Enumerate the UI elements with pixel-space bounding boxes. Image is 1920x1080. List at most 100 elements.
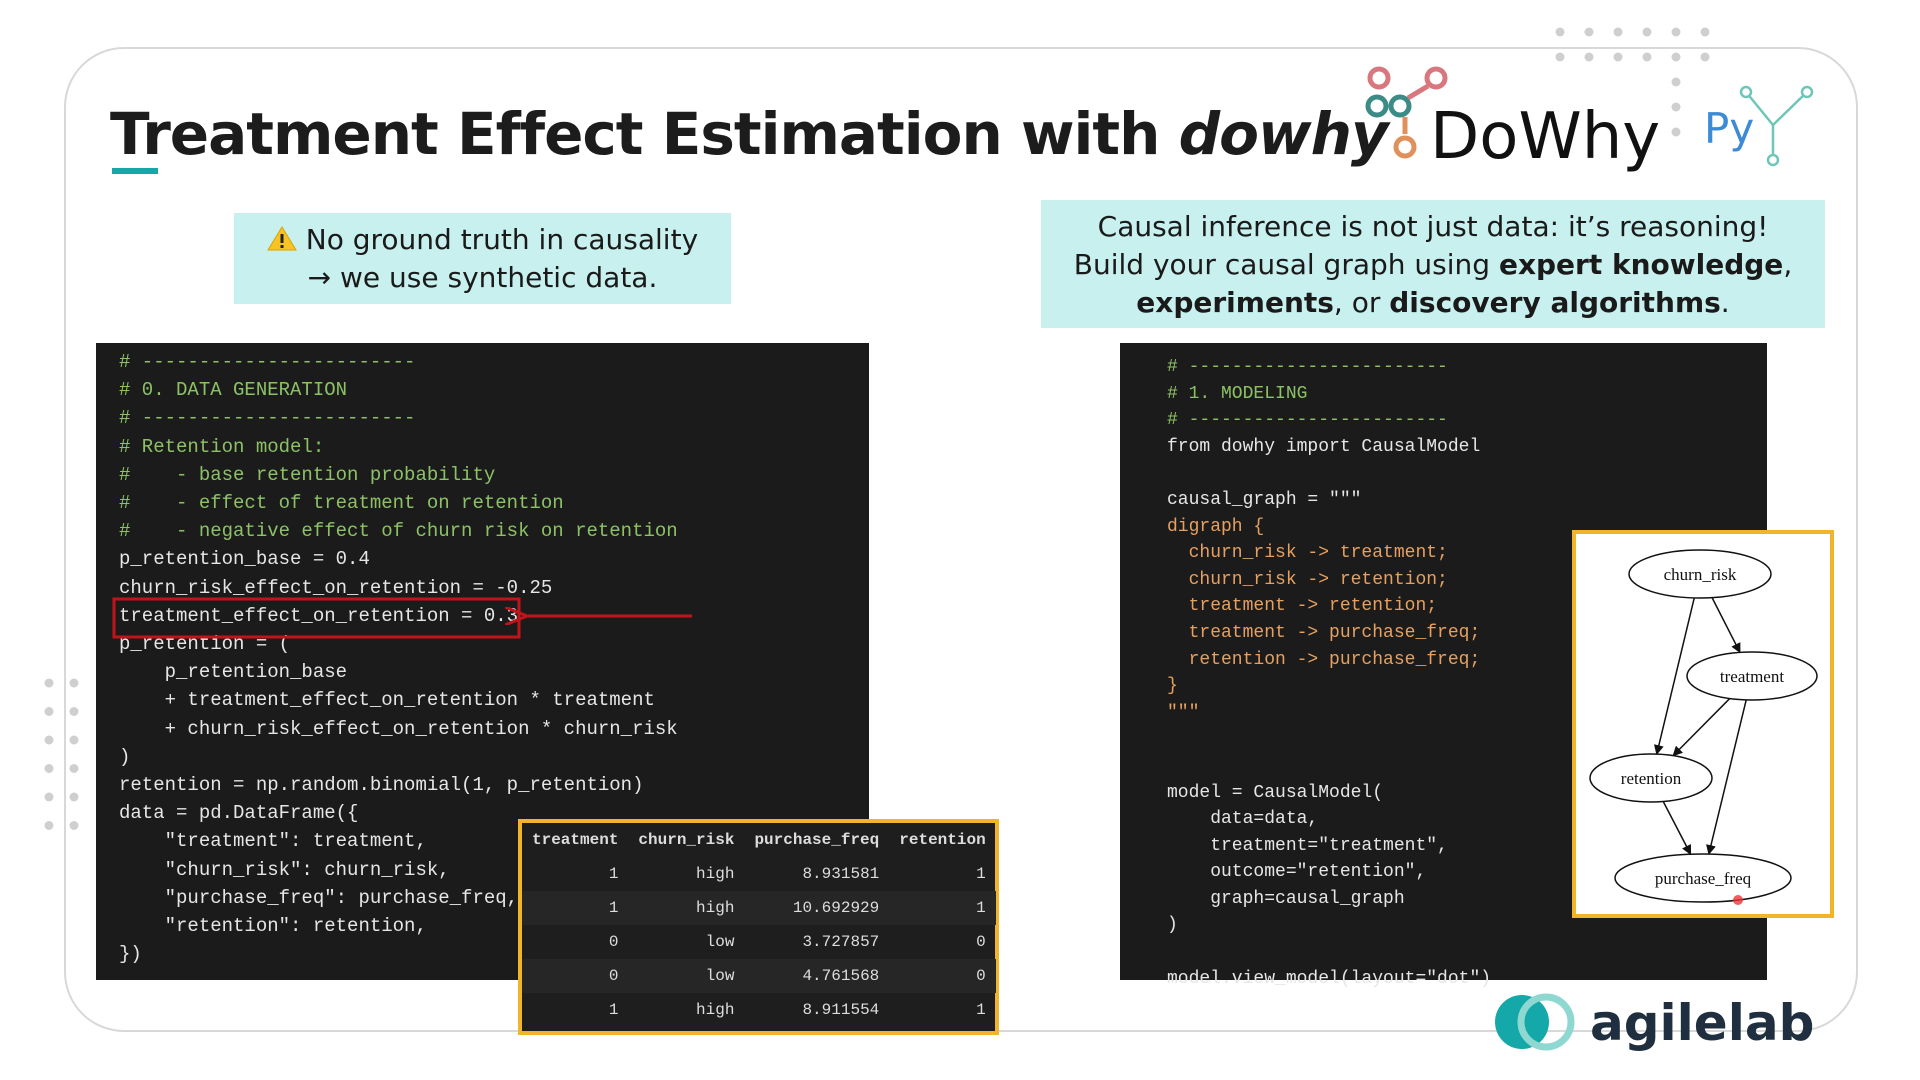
code-line: # - effect of treatment on retention: [119, 492, 564, 515]
code-line: # Retention model:: [119, 435, 325, 458]
table-cell: 1: [976, 865, 986, 883]
code-line: }): [119, 943, 142, 966]
note-text: Build your causal graph using: [1073, 248, 1499, 281]
note-text: , or: [1333, 286, 1390, 319]
code-line: """: [1167, 702, 1200, 723]
table-cell: 10.692929: [744, 891, 890, 925]
table-row: 0 low 3.727857 0: [522, 925, 996, 959]
table-cell: 8.911554: [802, 1001, 880, 1019]
code-line: churn_risk -> retention;: [1167, 569, 1448, 590]
code-line: "retention": retention,: [119, 915, 427, 938]
code-line: treatment="treatment",: [1167, 835, 1448, 856]
table-cell: 0: [976, 933, 986, 951]
code-line: }: [1167, 676, 1178, 697]
code-line: p_retention_base = 0.4: [119, 548, 370, 571]
dot: [1555, 27, 1565, 37]
code-line: causal_graph = """: [1167, 489, 1362, 510]
code-line: data = pd.DataFrame({: [119, 802, 359, 825]
title-emphasis: dowhy: [1178, 100, 1389, 168]
dot: [1642, 27, 1652, 37]
column-header: churn_risk: [638, 831, 735, 849]
graph-box: [1572, 530, 1834, 918]
table-cell: 8.931581: [802, 865, 880, 883]
code-line: outcome="retention",: [1167, 862, 1427, 883]
code-line: model = CausalModel(: [1167, 782, 1384, 803]
table-row: 0 low 4.761568 0: [522, 959, 996, 993]
column-header: treatment: [532, 831, 619, 849]
code-line: "churn_risk": churn_risk,: [119, 858, 450, 881]
note-right: Causal inference is not just data: it’s …: [1041, 200, 1825, 328]
table-row: 1 high 8.931581 1: [522, 857, 996, 891]
table-row: 1 high 10.692929 1: [522, 891, 996, 925]
table-cell: 1: [608, 865, 619, 883]
dot: [1613, 27, 1623, 37]
code-line: data=data,: [1167, 809, 1319, 830]
code-line: churn_risk_effect_on_retention = -0.25: [119, 576, 553, 599]
title: Treatment Effect Estimation with dowhy: [110, 100, 1389, 168]
dot: [44, 735, 54, 745]
column-header: purchase_freq: [754, 831, 880, 849]
note-bold: discovery algorithms: [1389, 286, 1721, 319]
table-cell: 0: [522, 959, 629, 993]
code-line: churn_risk -> treatment;: [1167, 543, 1448, 564]
note-bold: expert knowledge: [1498, 248, 1784, 281]
code-line: p_retention_base: [119, 661, 348, 684]
code-line: # 0. DATA GENERATION: [119, 379, 348, 402]
code-line: "treatment": treatment,: [119, 830, 427, 853]
code-line: # ------------------------: [1167, 357, 1448, 377]
table-cell: high: [696, 865, 735, 883]
code-line: [1167, 939, 1767, 966]
dot: [44, 821, 54, 830]
code-line: + churn_risk_effect_on_retention * churn…: [119, 717, 678, 740]
code-line: p_retention = (: [119, 633, 291, 656]
dot: [44, 792, 54, 802]
title-text: Treatment Effect Estimation with: [110, 100, 1179, 168]
code-line: graph=causal_graph: [1167, 888, 1405, 909]
code-line: + treatment_effect_on_retention * treatm…: [119, 689, 655, 712]
table-cell: low: [628, 959, 745, 993]
table-cell: high: [696, 1001, 735, 1019]
note-line: No ground truth in causality: [305, 223, 699, 256]
code-line: ): [1167, 915, 1178, 936]
code-line: ): [119, 745, 131, 768]
table-cell: low: [705, 933, 735, 951]
code-line: treatment_effect_on_retention = 0.3: [119, 604, 519, 627]
dot: [1700, 27, 1710, 37]
code-line: # - base retention probability: [119, 463, 496, 486]
code-line: "purchase_freq": purchase_freq,: [119, 886, 519, 909]
dot: [44, 678, 54, 688]
code-line: from dowhy import CausalModel: [1167, 436, 1481, 457]
table-cell: 0: [889, 959, 996, 993]
title-underline: [112, 168, 158, 174]
table-row: 1 high 8.911554 1: [522, 993, 996, 1027]
table-cell: 4.761568: [744, 959, 890, 993]
code-line: # - negative effect of churn risk on ret…: [119, 520, 678, 543]
warning-icon: [266, 226, 297, 251]
dot: [44, 707, 54, 716]
table-cell: high: [628, 891, 745, 925]
dot: [1671, 27, 1681, 37]
code-line: # ------------------------: [119, 407, 416, 430]
code-line: retention -> purchase_freq;: [1167, 649, 1481, 670]
code-line: treatment -> purchase_freq;: [1167, 622, 1481, 643]
code-line: digraph {: [1167, 516, 1265, 537]
note-left: No ground truth in causality → we use sy…: [234, 213, 731, 304]
column-header: retention: [899, 831, 986, 849]
table-cell: 1: [889, 891, 996, 925]
header-row: treatment churn_risk purchase_freq retentio…: [522, 823, 996, 857]
code-line: # 1. MODELING: [1167, 383, 1308, 404]
data-table: treatment churn_risk purchase_freq retentio…: [518, 819, 999, 1035]
note-text: .: [1720, 286, 1730, 319]
table-cell: 3.727857: [802, 933, 880, 951]
code-line: retention = np.random.binomial(1, p_rete…: [119, 774, 644, 797]
table: treatment churn_risk purchase_freq retentio…: [522, 823, 996, 1027]
note-text: ,: [1783, 248, 1793, 281]
table-cell: 1: [522, 891, 629, 925]
table-cell: 0: [608, 933, 619, 951]
note-bold: experiments: [1136, 286, 1334, 319]
table-cell: 1: [608, 1001, 619, 1019]
code-line: # ------------------------: [119, 351, 416, 373]
table-cell: 1: [976, 1001, 986, 1019]
dot: [1584, 27, 1594, 37]
